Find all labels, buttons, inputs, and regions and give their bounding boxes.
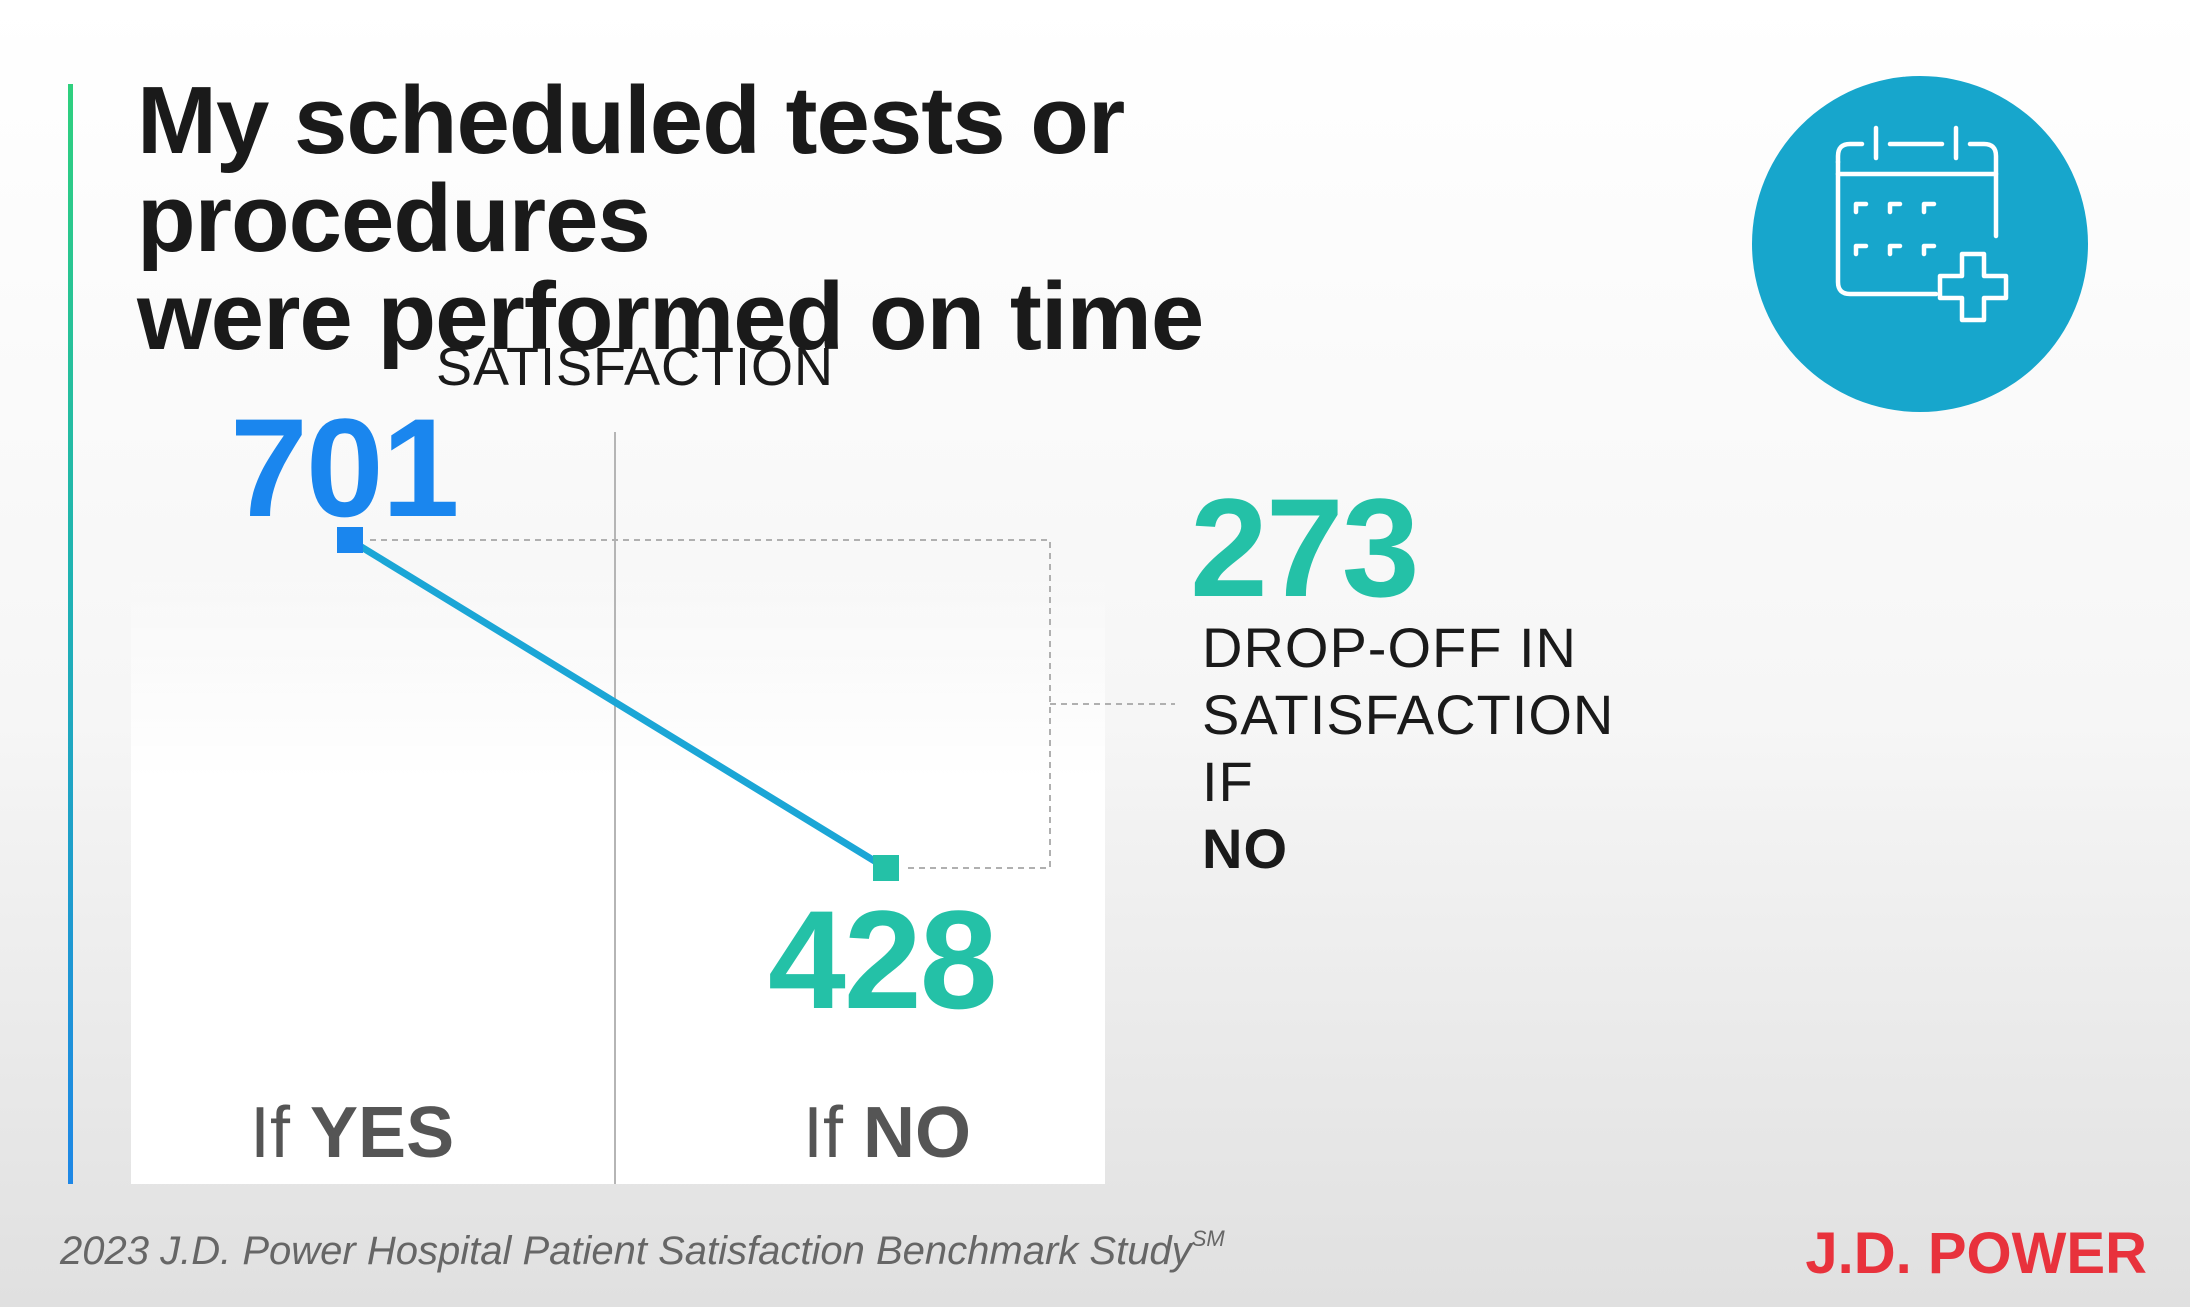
service-mark: SM <box>1191 1226 1225 1251</box>
x-tick-prefix: If <box>803 1093 864 1173</box>
drop-off-line-3: IF NO <box>1202 748 1614 882</box>
series-line <box>346 536 890 872</box>
page-title: My scheduled tests or procedures were pe… <box>137 72 1637 366</box>
drop-off-bracket <box>370 539 1051 869</box>
study-footnote: 2023 J.D. Power Hospital Patient Satisfa… <box>60 1226 1225 1274</box>
data-point-no <box>873 855 899 881</box>
data-point-yes <box>337 527 363 553</box>
data-label-yes: 701 <box>230 389 460 546</box>
drop-off-emphasis: NO <box>1202 817 1288 880</box>
chart-panel <box>131 560 1105 1184</box>
study-name: 2023 J.D. Power Hospital Patient Satisfa… <box>60 1229 1192 1273</box>
x-tick-emphasis: NO <box>863 1093 972 1173</box>
drop-off-line-2: SATISFACTION <box>1202 683 1615 746</box>
title-line-1: My scheduled tests or procedures <box>137 67 1125 272</box>
x-tick-label-yes: If YES <box>250 1097 454 1169</box>
x-tick-prefix: If <box>250 1093 311 1173</box>
calendar-plus-icon <box>1752 76 2088 412</box>
data-label-no: 428 <box>768 881 998 1038</box>
title-line-2: were performed on time <box>137 263 1204 370</box>
drop-off-description: DROP-OFF IN SATISFACTION IF NO <box>1202 614 1614 882</box>
jd-power-logo: J.D. POWER <box>1805 1221 2147 1286</box>
drop-off-prefix: IF <box>1202 750 1254 813</box>
x-tick-label-no: If NO <box>803 1097 971 1169</box>
axis-title: SATISFACTION <box>436 337 835 397</box>
x-tick-emphasis: YES <box>310 1093 455 1173</box>
drop-off-line-1: DROP-OFF IN <box>1202 616 1577 679</box>
drop-off-value: 273 <box>1190 469 1420 626</box>
accent-bar <box>68 84 73 1184</box>
